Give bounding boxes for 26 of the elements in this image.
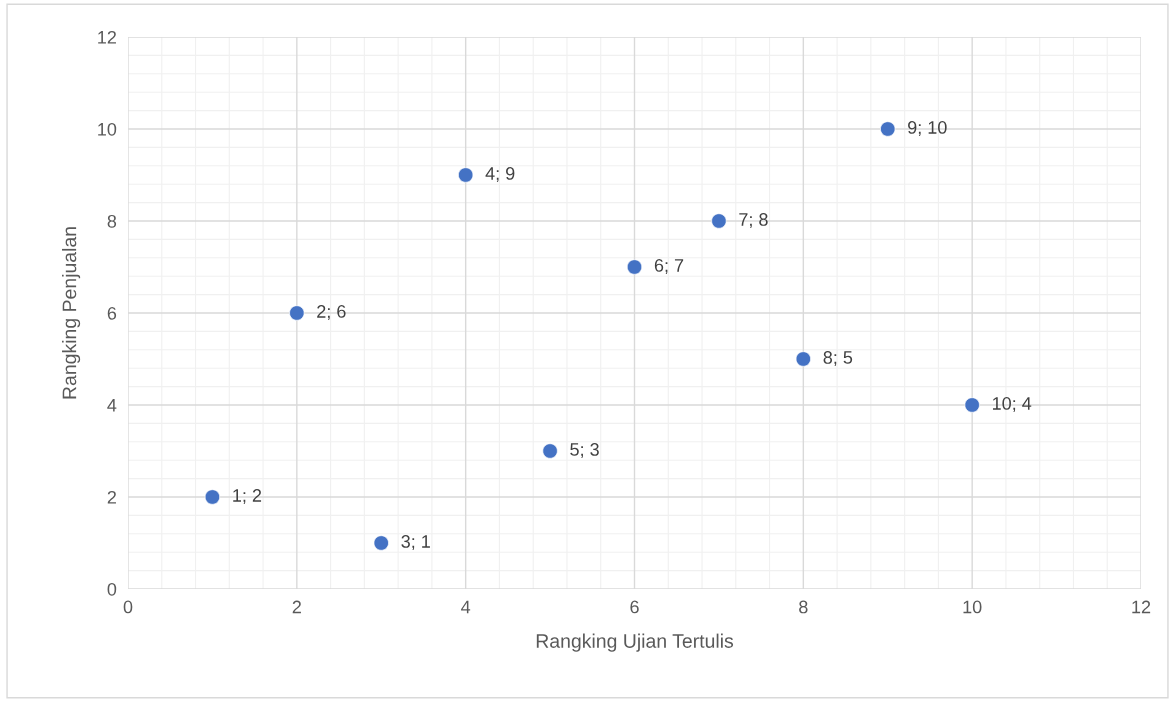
data-label: 5; 3 — [570, 443, 599, 458]
x-tick-label: 2 — [292, 600, 301, 614]
y-tick-label: 12 — [98, 30, 116, 44]
y-tick-label: 4 — [107, 399, 117, 412]
y-tick-label: 0 — [107, 582, 117, 596]
data-label: 4; 9 — [485, 167, 515, 182]
data-label: 7; 8 — [739, 213, 768, 228]
x-tick-label: 8 — [799, 600, 808, 614]
x-tick-label: 6 — [630, 600, 639, 614]
data-label: 9; 10 — [908, 121, 947, 136]
x-tick-label: 0 — [123, 600, 133, 614]
data-label: 8; 5 — [823, 351, 853, 366]
x-axis-title: Rangking Ujian Tertulis — [536, 633, 734, 652]
x-tick-label: 4 — [461, 600, 471, 614]
data-label: 3; 1 — [401, 535, 430, 550]
y-tick-label: 10 — [98, 122, 117, 136]
data-label: 10; 4 — [992, 397, 1032, 412]
y-axis-title: Rangking Penjualan — [62, 227, 81, 399]
data-label: 6; 7 — [654, 259, 684, 274]
data-label: 2; 6 — [317, 305, 346, 320]
data-label: 1; 2 — [233, 489, 262, 504]
y-tick-label: 6 — [107, 306, 117, 320]
x-tick-label: 10 — [963, 600, 982, 614]
y-tick-label: 2 — [107, 490, 116, 504]
y-tick-label: 8 — [107, 214, 117, 228]
x-tick-label: 12 — [1132, 600, 1151, 614]
